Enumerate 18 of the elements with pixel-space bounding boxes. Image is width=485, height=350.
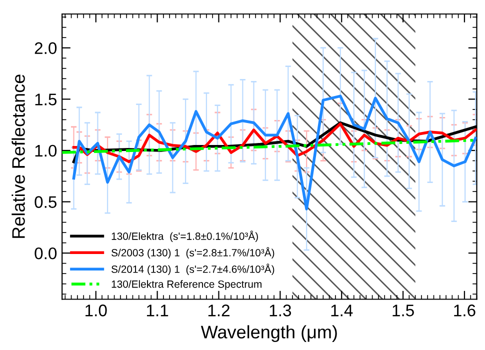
- y-tick-label: 0.0: [34, 247, 57, 260]
- x-tick-label: 1.4: [331, 304, 353, 316]
- y-tick-label: 1.5: [35, 94, 57, 106]
- y-tick-label: 2.0: [34, 42, 57, 54]
- x-tick-label: 1.2: [208, 304, 230, 316]
- legend-label: 130/Elektra (s'=1.8±0.1%/10³Å): [112, 230, 258, 242]
- x-tick-label: 1.3: [270, 304, 292, 316]
- legend-label: S/2003 (130) 1 (s'=2.8±1.7%/10³Å): [112, 247, 274, 258]
- x-axis-title: Wavelength (μm): [200, 325, 337, 342]
- legend-label: S/2014 (130) 1 (s'=2.7±4.6%/10³Å): [112, 264, 274, 275]
- x-tick-label: 1.0: [86, 304, 107, 316]
- legend-label: 130/Elektra Reference Spectrum: [112, 280, 262, 290]
- x-tick-label: 1.1: [146, 304, 168, 316]
- y-axis-title: Relative Reflectance: [12, 74, 25, 238]
- y-tick-label: 1.0: [35, 144, 57, 157]
- y-tick-label: 0.5: [34, 196, 57, 208]
- x-tick-label: 1.5: [392, 304, 414, 316]
- x-tick-label: 1.6: [454, 304, 476, 316]
